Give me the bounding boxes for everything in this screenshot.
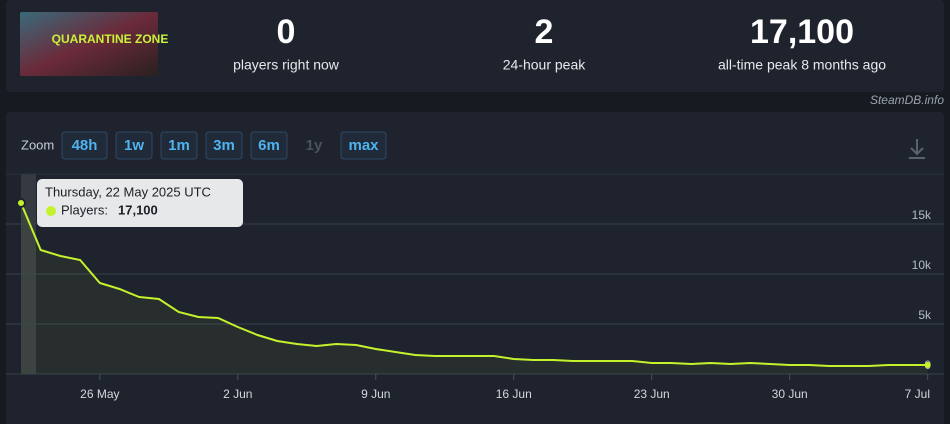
zoom-button-label[interactable]: max: [348, 137, 379, 154]
zoom-button[interactable]: [115, 131, 153, 160]
tooltip-value: 17,100: [118, 202, 158, 217]
stat-label: 24-hour peak: [503, 57, 587, 73]
y-tick-label: 5k: [918, 308, 932, 322]
y-tick-label: 15k: [912, 208, 932, 222]
zoom-button[interactable]: [61, 131, 108, 160]
watermark: SteamDB.info: [870, 93, 944, 107]
line: [20, 202, 928, 367]
zoom-button[interactable]: [205, 131, 243, 160]
zoom-label: Zoom: [21, 137, 54, 152]
zoom-button[interactable]: [250, 131, 288, 160]
x-tick-label: 16 Jun: [496, 387, 532, 401]
logo-text: QUARANTINE ZONE: [52, 32, 169, 46]
zoom-button[interactable]: [160, 131, 198, 160]
tooltip-swatch: [46, 206, 56, 216]
stat-label: players right now: [233, 57, 340, 73]
zoom-button-label[interactable]: 48h: [72, 137, 98, 154]
end-point: [924, 362, 931, 368]
zoom-button-label: 1y: [306, 137, 323, 154]
hover-point: [16, 198, 26, 208]
x-tick-label: 26 May: [80, 387, 119, 401]
download-icon[interactable]: [909, 139, 925, 159]
zoom-button-label[interactable]: 1m: [168, 137, 190, 154]
x-tick-label: 23 Jun: [634, 387, 670, 401]
stat-label: all-time peak 8 months ago: [718, 57, 886, 73]
zoom-button-label[interactable]: 1w: [124, 137, 144, 154]
x-tick-label: 30 Jun: [772, 387, 808, 401]
x-tick-label: 2 Jun: [223, 387, 252, 401]
zoom-button-label[interactable]: 6m: [258, 137, 280, 154]
tooltip: [37, 179, 243, 227]
x-tick-label: 9 Jun: [361, 387, 390, 401]
zoom-button[interactable]: [340, 131, 387, 160]
zoom-button-label[interactable]: 3m: [213, 137, 235, 154]
x-tick-label: 7 Jul: [905, 387, 930, 401]
tooltip-date: Thursday, 22 May 2025 UTC: [45, 184, 211, 199]
stats-panel: [6, 0, 944, 92]
stat-value: 2: [535, 13, 554, 51]
game-image: [20, 12, 158, 76]
stat-value: 0: [277, 13, 296, 51]
tooltip-series: Players:: [61, 202, 108, 217]
y-tick-label: 10k: [912, 258, 932, 272]
stat-value: 17,100: [750, 13, 854, 51]
